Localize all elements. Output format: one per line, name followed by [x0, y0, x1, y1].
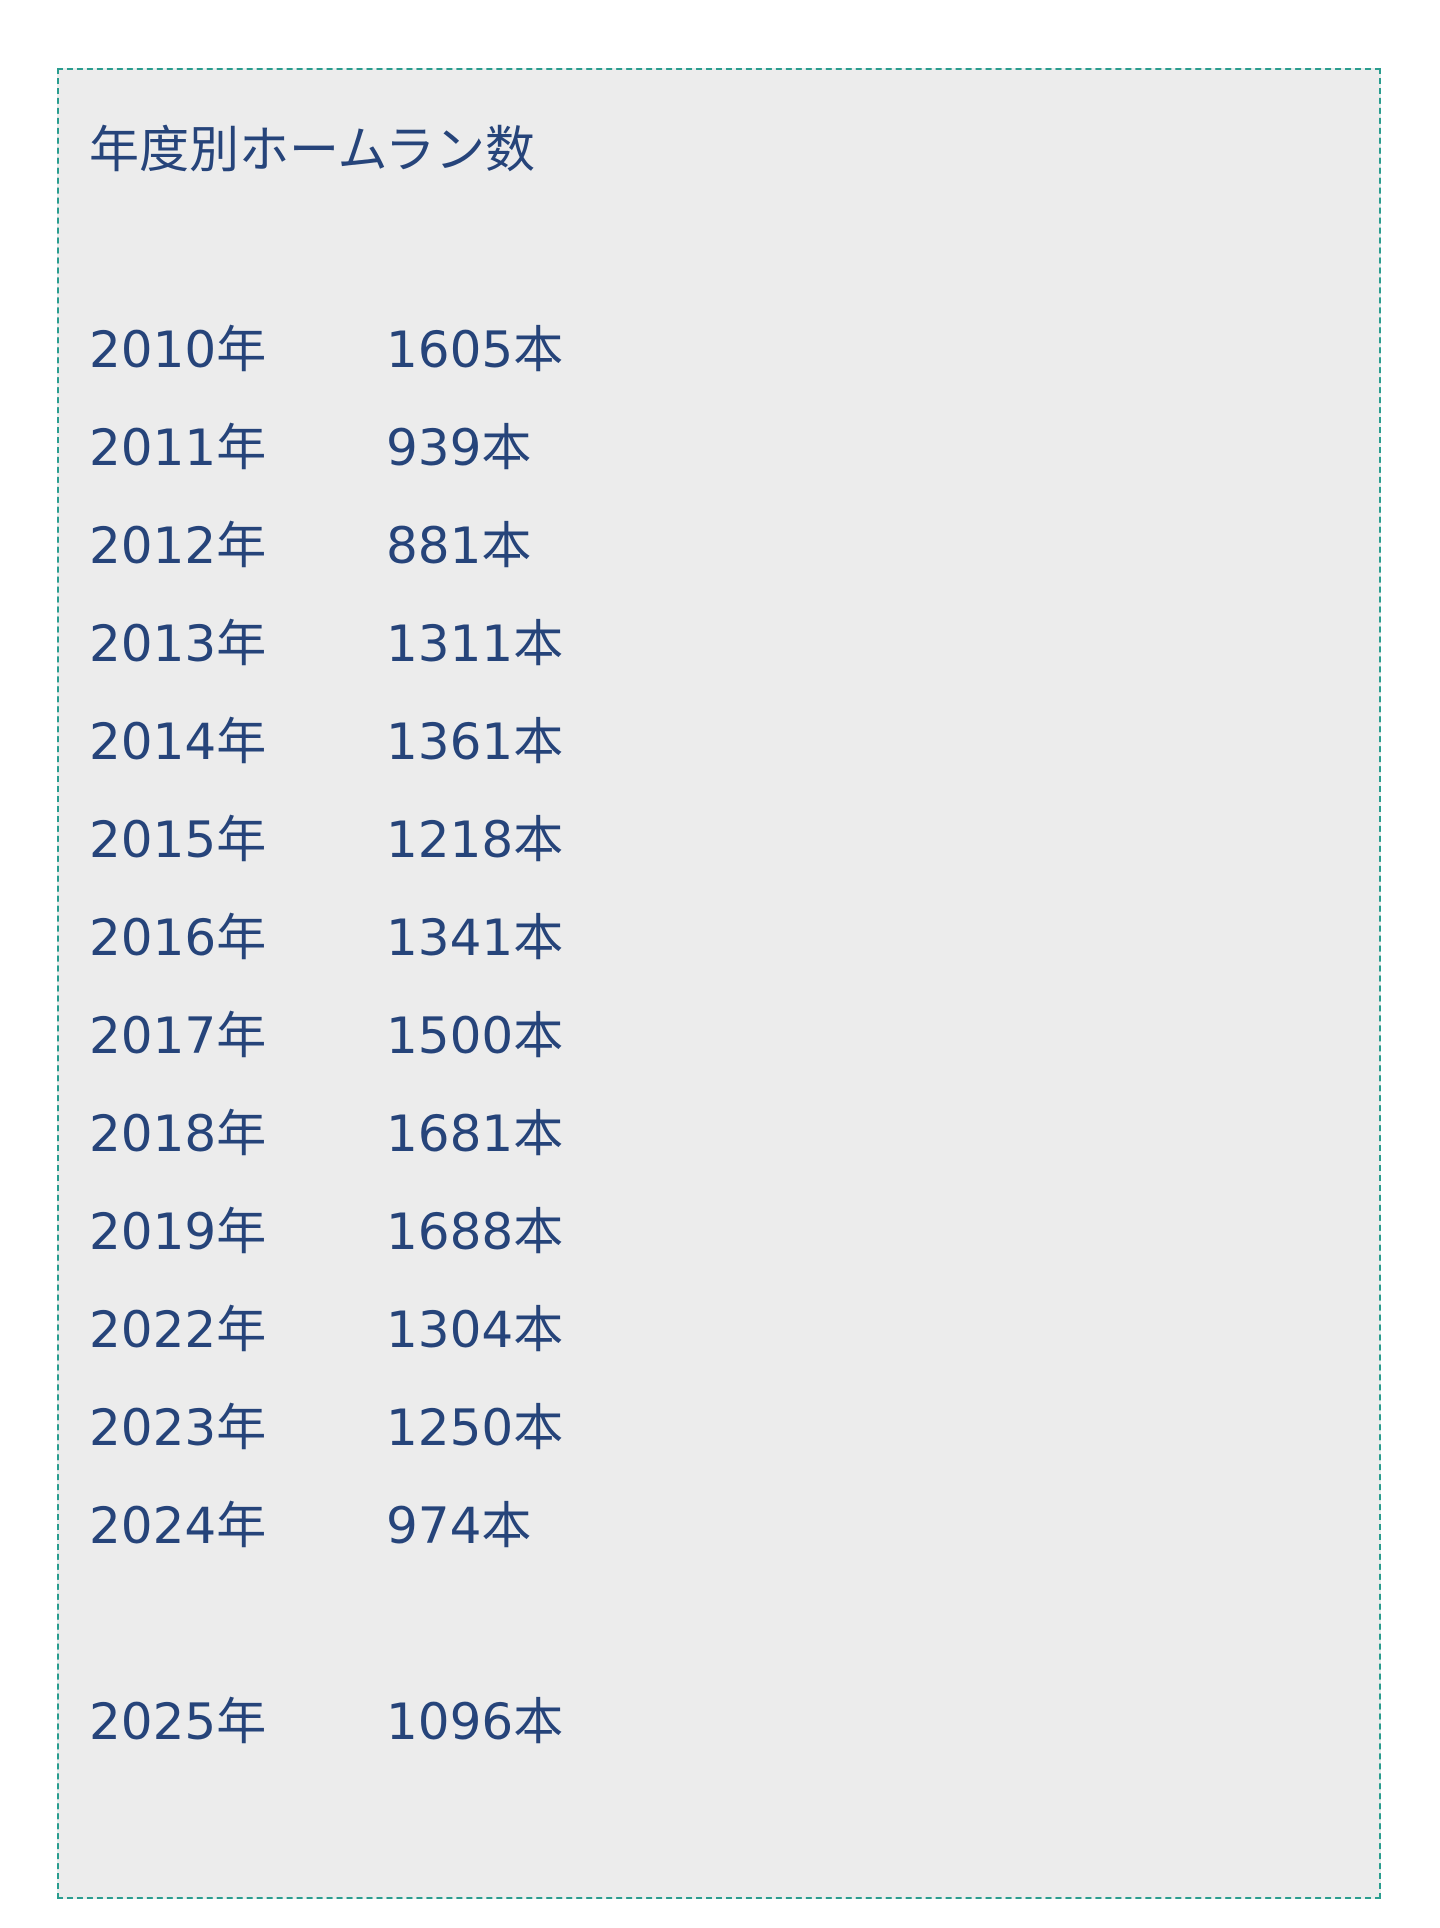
- year: 2010年: [89, 321, 267, 379]
- year: 2019年: [89, 1203, 267, 1261]
- list-item: 2015年 1218本: [89, 791, 563, 889]
- count: 1311本: [386, 615, 564, 673]
- list-item: 2014年 1361本: [89, 693, 563, 791]
- year: 2015年: [89, 811, 267, 869]
- year: 2024年: [89, 1497, 267, 1555]
- count: 1361本: [386, 713, 564, 771]
- list-item: 2013年 1311本: [89, 595, 563, 693]
- count: 1341本: [386, 909, 564, 967]
- spacer: [89, 1575, 563, 1673]
- count: 1250本: [386, 1399, 564, 1457]
- list-item: 2017年 1500本: [89, 987, 563, 1085]
- year: 2022年: [89, 1301, 267, 1359]
- list-item: 2012年 881本: [89, 497, 563, 595]
- list-item: 2010年 1605本: [89, 301, 563, 399]
- count: 1500本: [386, 1007, 564, 1065]
- list-item: 2016年 1341本: [89, 889, 563, 987]
- list-item: 2022年 1304本: [89, 1281, 563, 1379]
- list-item-latest: 2025年 1096本: [89, 1673, 563, 1771]
- year: 2018年: [89, 1105, 267, 1163]
- list-item: 2024年 974本: [89, 1477, 563, 1575]
- year: 2025年: [89, 1693, 267, 1751]
- homerun-list: 2010年 1605本 2011年 939本 2012年 881本 2013年 1311…: [89, 301, 563, 1771]
- count: 1096本: [386, 1693, 564, 1751]
- count: 974本: [386, 1497, 532, 1555]
- year: 2017年: [89, 1007, 267, 1065]
- year: 2014年: [89, 713, 267, 771]
- year: 2023年: [89, 1399, 267, 1457]
- count: 1688本: [386, 1203, 564, 1261]
- year: 2016年: [89, 909, 267, 967]
- count: 1304本: [386, 1301, 564, 1359]
- list-item: 2023年 1250本: [89, 1379, 563, 1477]
- year: 2013年: [89, 615, 267, 673]
- list-item: 2011年 939本: [89, 399, 563, 497]
- count: 1605本: [386, 321, 564, 379]
- count: 1681本: [386, 1105, 564, 1163]
- homerun-box: 年度別ホームラン数 2010年 1605本 2011年 939本 2012年 881本…: [57, 68, 1381, 1899]
- count: 939本: [386, 419, 532, 477]
- box-title: 年度別ホームラン数: [89, 121, 535, 179]
- list-item: 2018年 1681本: [89, 1085, 563, 1183]
- count: 1218本: [386, 811, 564, 869]
- year: 2011年: [89, 419, 267, 477]
- list-item: 2019年 1688本: [89, 1183, 563, 1281]
- year: 2012年: [89, 517, 267, 575]
- count: 881本: [386, 517, 532, 575]
